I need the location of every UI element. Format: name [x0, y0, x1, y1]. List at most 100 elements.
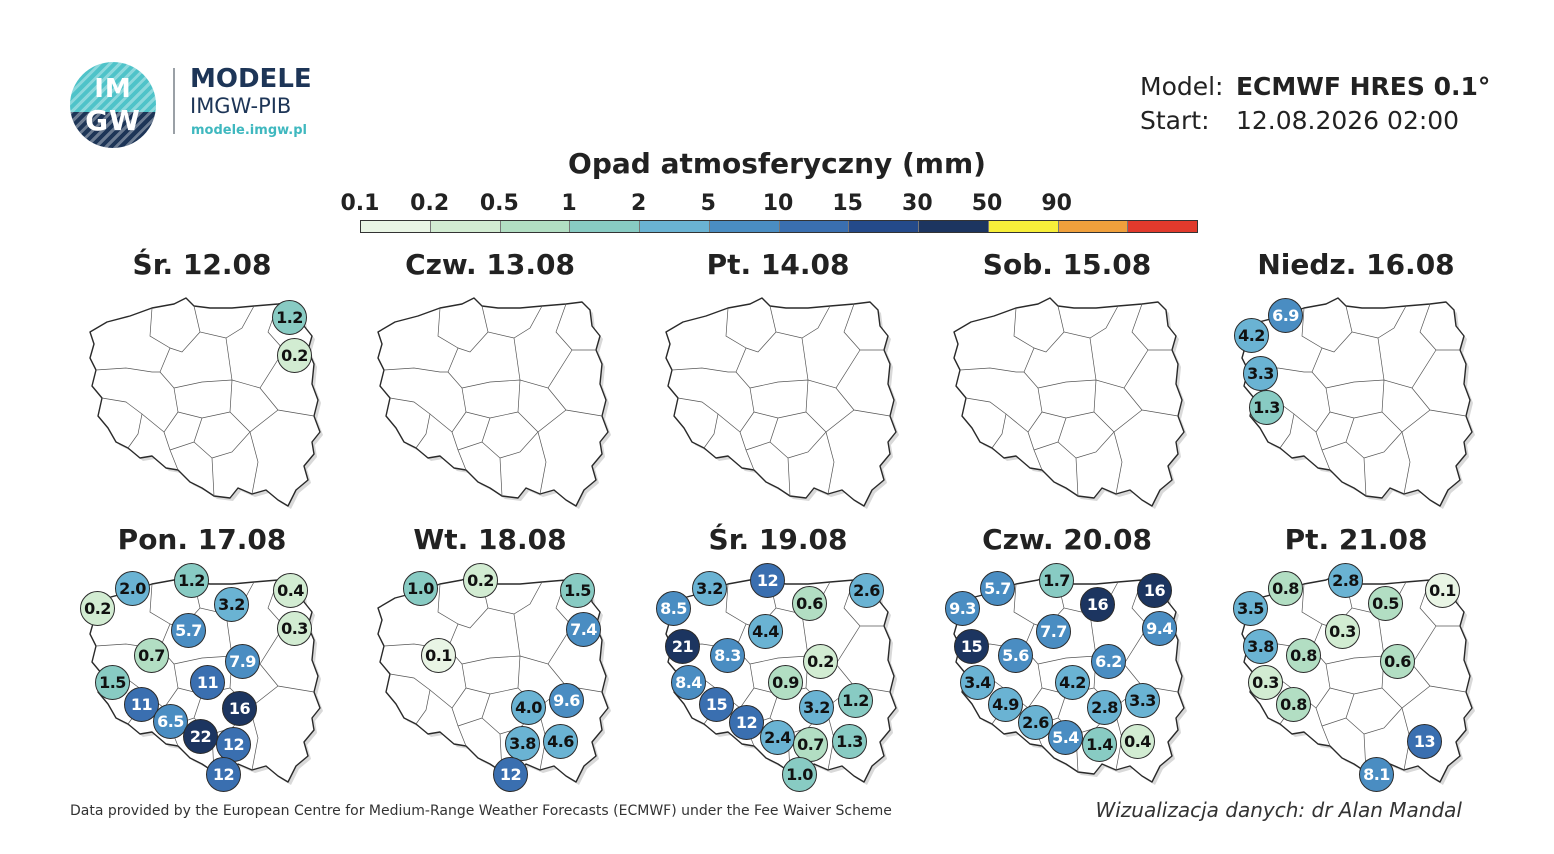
- voivodeship-border: [229, 379, 279, 433]
- legend-tick-label: 50: [971, 191, 1003, 216]
- precipitation-value: 0.5: [1368, 586, 1403, 621]
- precipitation-value: 12: [493, 757, 528, 792]
- legend-segment: [988, 221, 1059, 232]
- precipitation-value: 1.3: [1249, 390, 1284, 425]
- precipitation-value: 0.8: [1286, 638, 1321, 673]
- voivodeship-border: [805, 379, 855, 433]
- precipitation-value: 8.5: [656, 591, 691, 626]
- precipitation-value: 1.3: [832, 724, 867, 759]
- precipitation-value: 3.2: [692, 571, 727, 606]
- precipitation-value: 12: [206, 757, 241, 792]
- precipitation-value: 0.6: [792, 586, 827, 621]
- precipitation-value: 5.4: [1048, 720, 1083, 755]
- voivodeship-border: [1033, 331, 1065, 353]
- precipitation-value: 0.2: [803, 644, 838, 679]
- precipitation-value: 7.4: [566, 612, 601, 647]
- poland-map: [665, 297, 899, 509]
- voivodeship-border: [1089, 337, 1097, 381]
- precipitation-value: 3.3: [1125, 683, 1160, 718]
- poland-map: [89, 297, 323, 509]
- voivodeship-border: [429, 413, 453, 433]
- precipitation-value: 11: [190, 665, 225, 700]
- voivodeship-border: [513, 613, 521, 657]
- voivodeship-border: [555, 303, 596, 351]
- precipitation-value: 2.0: [115, 571, 150, 606]
- precipitation-value: 0.3: [277, 611, 312, 646]
- voivodeship-border: [225, 337, 233, 381]
- voivodeship-border: [671, 367, 736, 373]
- voivodeship-border: [1363, 431, 1403, 459]
- legend-tick-label: 30: [902, 191, 933, 216]
- voivodeship-border: [499, 431, 539, 459]
- legend-segment: [1128, 221, 1197, 232]
- precipitation-value: 12: [750, 563, 785, 598]
- country-outline: [377, 297, 609, 507]
- voivodeship-border: [1419, 303, 1460, 351]
- precipitation-value: 7.9: [225, 644, 260, 679]
- precipitation-value: 22: [183, 719, 218, 754]
- day-title: Czw. 20.08: [982, 523, 1152, 556]
- voivodeship-border: [1345, 693, 1355, 719]
- precipitation-value: 9.4: [1142, 611, 1177, 646]
- precipitation-value: 2.8: [1328, 563, 1363, 598]
- voivodeship-border: [1321, 331, 1353, 353]
- country-outline: [953, 297, 1185, 507]
- precipitation-value: 6.9: [1268, 298, 1303, 333]
- voivodeship-border: [1113, 431, 1123, 495]
- logo-mark-line2: GW: [85, 104, 141, 137]
- precipitation-value: 1.5: [95, 665, 130, 700]
- start-row: Start: 12.08.2026 02:00: [1140, 104, 1490, 138]
- precipitation-value: 1.0: [403, 571, 438, 606]
- precipitation-value: 0.3: [1248, 665, 1283, 700]
- precipitation-value: 0.4: [1120, 724, 1155, 759]
- precipitation-value: 2.4: [760, 720, 795, 755]
- precipitation-value: 3.8: [1243, 629, 1278, 664]
- legend-segment: [640, 221, 710, 232]
- voivodeship-border: [745, 441, 791, 497]
- precipitation-value: 0.6: [1380, 644, 1415, 679]
- country-outline: [89, 297, 321, 507]
- model-info: Model: ECMWF HRES 0.1° Start: 12.08.2026…: [1140, 70, 1490, 138]
- legend-tick-label: 0.2: [410, 191, 450, 216]
- precipitation-value: 5.7: [980, 571, 1015, 606]
- legend-tick-label: 90: [1041, 191, 1072, 216]
- legend-tick-label: 2: [631, 191, 647, 216]
- legend-segment: [570, 221, 640, 232]
- voivodeship-border: [1057, 417, 1067, 443]
- precipitation-value: 9.6: [549, 683, 584, 718]
- precipitation-value: 0.1: [1425, 573, 1460, 608]
- precipitation-value: 1.0: [782, 757, 817, 792]
- precipitation-value: 8.3: [710, 638, 745, 673]
- day-title: Niedz. 16.08: [1257, 248, 1455, 281]
- logo-subtitle: IMGW-PIB: [190, 94, 292, 118]
- day-title: Śr. 12.08: [132, 248, 272, 281]
- precipitation-value: 1.2: [272, 300, 307, 335]
- precipitation-value: 2.6: [1018, 705, 1053, 740]
- voivodeship-border: [1005, 413, 1029, 433]
- legend-tick-label: 0.5: [479, 191, 519, 216]
- poland-map: [1241, 297, 1475, 509]
- country-outline: [665, 297, 897, 507]
- precipitation-value: 1.2: [174, 563, 209, 598]
- logo-divider: [173, 68, 175, 134]
- voivodeship-border: [769, 417, 779, 443]
- voivodeship-border: [481, 693, 491, 719]
- legend-tick-label: 1: [561, 191, 577, 216]
- voivodeship-border: [383, 367, 448, 373]
- legend-tick-label: 15: [832, 191, 863, 216]
- precipitation-value: 3.5: [1233, 591, 1268, 626]
- voivodeship-border: [1093, 379, 1143, 433]
- legend-segment: [779, 221, 850, 232]
- visualization-credit: Wizualizacja danych: dr Alan Mandal: [1095, 798, 1462, 822]
- legend-tick-label: 0.1: [340, 191, 380, 216]
- precipitation-value: 1.2: [838, 683, 873, 718]
- voivodeship-border: [211, 431, 251, 459]
- precipitation-value: 12: [729, 705, 764, 740]
- precipitation-value: 5.7: [171, 613, 206, 648]
- day-title: Pt. 14.08: [706, 248, 850, 281]
- precipitation-value: 0.7: [793, 727, 828, 762]
- precipitation-value: 1.5: [560, 573, 595, 608]
- precipitation-value: 16: [1080, 587, 1115, 622]
- day-title: Sob. 15.08: [982, 248, 1152, 281]
- precipitation-value: 4.6: [543, 724, 578, 759]
